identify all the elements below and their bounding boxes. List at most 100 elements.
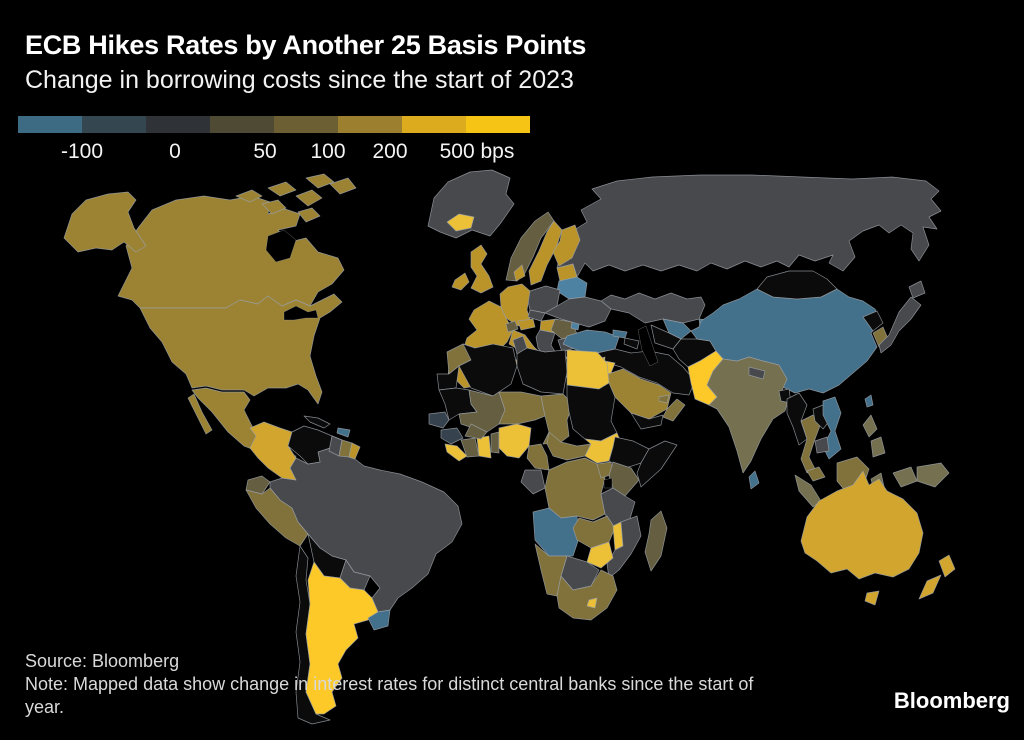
legend-tick-label: 100 [310,140,346,163]
country-belarus [556,276,588,300]
legend-labels: -100 0 50 100 200 500 bps [0,140,600,164]
country-cuba [303,415,331,429]
country-ecuador [245,475,271,495]
country-french-guiana [348,442,361,460]
great-lakes [283,305,319,321]
country-nepal [748,366,766,380]
map-countries [63,169,956,725]
country-algeria [458,343,518,397]
chart-subtitle: Change in borrowing costs since the star… [25,66,574,94]
country-russia [556,174,942,278]
legend-bar [18,116,530,133]
country-canada-arctic [261,199,287,215]
legend-swatch [402,116,466,133]
country-cambodia [814,436,830,454]
country-niger [498,391,546,425]
country-libya [516,347,568,395]
country-saudi-arabia [604,368,672,420]
country-ethiopia [608,436,650,470]
legend-swatch [210,116,274,133]
legend-tick-label: 200 [372,140,408,163]
country-argentina [305,561,379,715]
country-dominican-republic [336,427,351,438]
country-japan-hokkaido [908,280,926,299]
legend-swatch [274,116,338,133]
country-papua-new-guinea [916,462,950,488]
country-malaysia [806,466,826,482]
country-tasmania [864,590,880,606]
country-austria [517,318,536,331]
legend-swatch [338,116,402,133]
country-taiwan [864,394,874,408]
country-chile [295,545,331,725]
country-usa [139,293,343,405]
legend-swatch [466,116,530,133]
note-text: Note: Mapped data show change in interes… [25,674,754,717]
country-sierra-leone-liberia [444,443,468,462]
country-western-sahara [436,365,460,391]
country-canada-arctic [235,189,263,203]
country-togo-benin [490,431,500,454]
country-sweden [528,220,563,286]
country-mozambique [606,515,642,579]
country-new-zealand-south [918,574,942,600]
page-title: ECB Hikes Rates by Another 25 Basis Poin… [25,30,587,60]
country-philippines [862,414,878,438]
country-kazakhstan [600,292,706,324]
country-ukraine [544,296,612,328]
legend-tick-label: 50 [253,140,277,163]
country-iceland [446,213,475,232]
country-alaska [63,191,147,253]
source-text: Source: Bloomberg [25,651,180,671]
country-japan [878,296,922,354]
country-oman [662,398,686,422]
country-mongolia [756,270,838,300]
country-ireland [451,272,470,291]
legend-tick-label: 0 [169,140,181,163]
country-colombia [249,421,297,481]
country-uk [470,244,494,294]
country-peru [245,487,309,547]
country-canada-arctic [295,189,323,207]
country-ghana [476,435,492,459]
country-laos [812,404,832,430]
chart-header: ECB Hikes Rates by Another 25 Basis Poin… [25,28,586,96]
country-drc [544,457,606,521]
country-new-zealand-north [938,554,956,578]
country-zimbabwe [586,541,614,569]
country-sri-lanka [748,470,760,490]
country-madagascar [644,510,668,572]
country-uzbekistan [662,318,692,340]
country-venezuela [287,425,333,465]
country-west-papua [892,466,918,488]
country-finland [552,224,581,267]
caspian-sea [637,325,659,367]
country-canada-arctic [329,177,357,195]
country-uruguay [367,609,391,631]
country-baja-california [187,393,213,435]
lake-victoria [603,477,613,489]
country-india [706,356,790,474]
country-guinea [440,427,464,445]
color-scale-legend: -100 0 50 100 200 500 bps [0,0,1024,170]
country-philippines [870,436,886,458]
country-somalia [636,440,678,488]
legend-tick-label: 500 bps [439,140,515,163]
country-uae [658,394,670,404]
country-cameroon [526,443,550,471]
country-nigeria [498,423,532,459]
country-canada-arctic [305,173,335,189]
bloomberg-logo: Bloomberg [893,688,1010,713]
legend-swatch [146,116,210,133]
chart-footer: Source: Bloomberg Note: Mapped data show… [25,650,795,719]
legend-swatch [82,116,146,133]
country-lesotho [586,597,598,609]
country-sudan [566,382,618,442]
country-north-korea [862,310,884,332]
country-senegal [428,411,450,429]
legend-swatch [18,116,82,133]
country-canada-arctic [297,207,321,223]
country-australia [800,470,924,580]
